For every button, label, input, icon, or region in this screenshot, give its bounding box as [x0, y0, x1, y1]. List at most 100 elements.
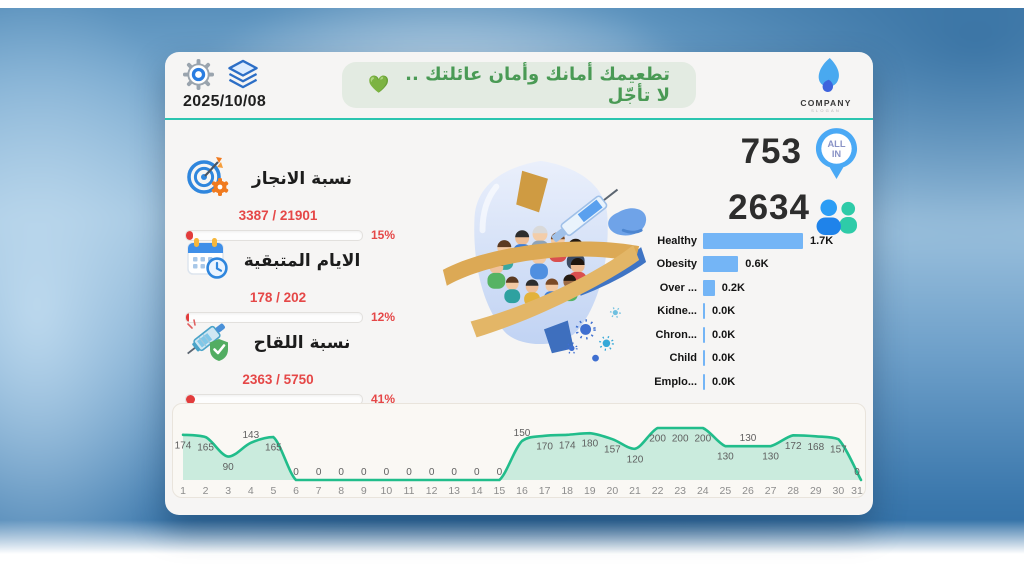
virus-particles [565, 307, 621, 362]
area-value-label: 174 [559, 440, 576, 451]
area-value-label: 157 [604, 445, 621, 456]
x-axis-day-label: 20 [607, 485, 619, 497]
area-value-label: 0 [361, 467, 367, 478]
x-axis-day-label: 12 [426, 485, 438, 497]
calendar-clock-icon [185, 236, 231, 285]
x-axis-day-label: 22 [652, 485, 664, 497]
vaccination-illustration [427, 150, 655, 377]
x-axis-day-label: 2 [203, 485, 209, 497]
logo-slogan: SLOGAN [811, 108, 841, 113]
report-date: 2025/10/08 [183, 93, 267, 110]
kpi-value: 2363 / 5750 [242, 372, 314, 387]
bar-category-label: Child [669, 352, 698, 365]
bar[interactable] [703, 256, 739, 273]
layers-icon [228, 59, 258, 89]
kpi-title: الايام المتبقية [243, 250, 361, 271]
area-value-label: 157 [830, 445, 847, 456]
x-axis-day-label: 10 [381, 485, 393, 497]
kpi-percent: 41% [371, 392, 396, 406]
x-axis-day-label: 21 [629, 485, 641, 497]
area-value-label: 174 [175, 440, 192, 451]
area-value-label: 120 [627, 454, 644, 465]
syringe-hand [551, 188, 647, 242]
category-bar-chart[interactable]: Healthy 1.7K Obesity 0.6K Over ... 0.2K Kidne.… [643, 229, 865, 394]
kpi-progress-track [185, 311, 363, 323]
bar-category-label: Healthy [657, 234, 697, 247]
area-value-label: 150 [514, 428, 531, 439]
area-value-label: 0 [406, 467, 412, 478]
x-axis-day-label: 4 [248, 485, 254, 497]
pin-text-all: ALL [827, 139, 845, 149]
logo-name: COMPANY [800, 98, 852, 108]
category-bar-row[interactable]: Child 0.0K [643, 347, 865, 371]
pin-text-in: IN [832, 149, 842, 159]
area-value-label: 165 [265, 443, 282, 454]
bar-category-label: Chron... [655, 328, 697, 341]
x-axis-day-label: 13 [448, 485, 460, 497]
gold-ribbon-front [442, 241, 640, 354]
kpi-achievement: نسبة الانجاز 3387 / 21901 15% [185, 154, 405, 242]
bar[interactable] [703, 232, 803, 249]
settings-gear-button[interactable] [183, 59, 214, 90]
bar-value-label: 0.0K [712, 328, 736, 341]
category-bar-row[interactable]: Obesity 0.6K [643, 253, 865, 277]
category-bar-row[interactable]: Kidne... 0.0K [643, 300, 865, 324]
x-axis-day-label: 11 [404, 485, 415, 497]
category-bar-row[interactable]: Over ... 0.2K [643, 276, 865, 300]
category-bar-row[interactable]: Healthy 1.7K [643, 229, 865, 253]
x-axis-day-label: 29 [810, 485, 822, 497]
bar[interactable] [703, 303, 705, 320]
people-count: 2634 [728, 188, 810, 227]
logo-drop-icon [818, 58, 839, 92]
kpi-title: نسبة الانجاز [251, 168, 353, 189]
x-axis-day-label: 1 [180, 485, 186, 497]
area-value-label: 0 [854, 467, 860, 478]
bar[interactable] [703, 279, 715, 296]
green-heart-icon: 💚 [368, 75, 390, 94]
x-axis-day-label: 14 [471, 485, 483, 497]
target-gear-icon [185, 154, 231, 203]
kpi-days-remaining: الايام المتبقية 178 / 202 12% [185, 236, 405, 324]
kpi-title: نسبة اللقاح [253, 332, 351, 353]
campaign-banner: تطعيمك أمانك وأمان عائلتك .. لا تأجّل 💚 [342, 62, 696, 108]
x-axis-day-label: 24 [697, 485, 709, 497]
x-axis-day-label: 7 [316, 485, 322, 497]
category-bar-row[interactable]: Chron... 0.0K [643, 323, 865, 347]
area-value-label: 0 [293, 467, 299, 478]
area-value-label: 200 [672, 434, 689, 445]
x-axis-day-label: 3 [225, 485, 231, 497]
x-axis-day-label: 16 [516, 485, 528, 497]
x-axis-day-label: 25 [720, 485, 732, 497]
area-value-label: 200 [694, 434, 711, 445]
x-axis-day-label: 31 [851, 485, 863, 497]
bar[interactable] [703, 326, 705, 343]
bar-value-label: 0.2K [721, 281, 745, 294]
kpi-percent: 15% [371, 228, 396, 242]
area-value-label: 180 [581, 439, 598, 450]
category-bar-row[interactable]: Emplo... 0.0K [643, 370, 865, 394]
bar-category-label: Over ... [659, 281, 697, 294]
area-value-label: 0 [338, 467, 344, 478]
x-axis-day-label: 6 [293, 485, 299, 497]
area-value-label: 130 [717, 452, 734, 463]
area-value-label: 0 [316, 467, 322, 478]
layers-button[interactable] [226, 59, 260, 90]
kpi-value: 3387 / 21901 [238, 208, 318, 223]
area-value-label: 168 [807, 442, 824, 453]
bar[interactable] [703, 373, 705, 390]
daily-trend-chart[interactable]: 174 1 165 2 90 3 143 4 165 5 0 6 0 7 0 8 0 9 0 10 0 11 0 12 0 13 0… [172, 403, 866, 498]
bar-value-label: 0.0K [712, 375, 736, 388]
area-value-label: 200 [649, 434, 666, 445]
x-axis-day-label: 19 [584, 485, 596, 497]
area-value-label: 172 [785, 441, 802, 452]
kpi-vaccine-rate: نسبة اللقاح 2363 / 5750 41% [185, 318, 405, 406]
all-in-pin-icon: ALL IN [813, 126, 860, 188]
bar[interactable] [703, 350, 705, 367]
area-value-label: 0 [384, 467, 390, 478]
x-axis-day-label: 27 [765, 485, 777, 497]
header-bar: 2025/10/08 تطعيمك أمانك وأمان عائلتك .. … [165, 52, 873, 120]
x-axis-day-label: 26 [742, 485, 754, 497]
area-value-label: 170 [536, 441, 553, 452]
all-in-count: 753 [740, 132, 802, 171]
people-icon [813, 198, 862, 242]
